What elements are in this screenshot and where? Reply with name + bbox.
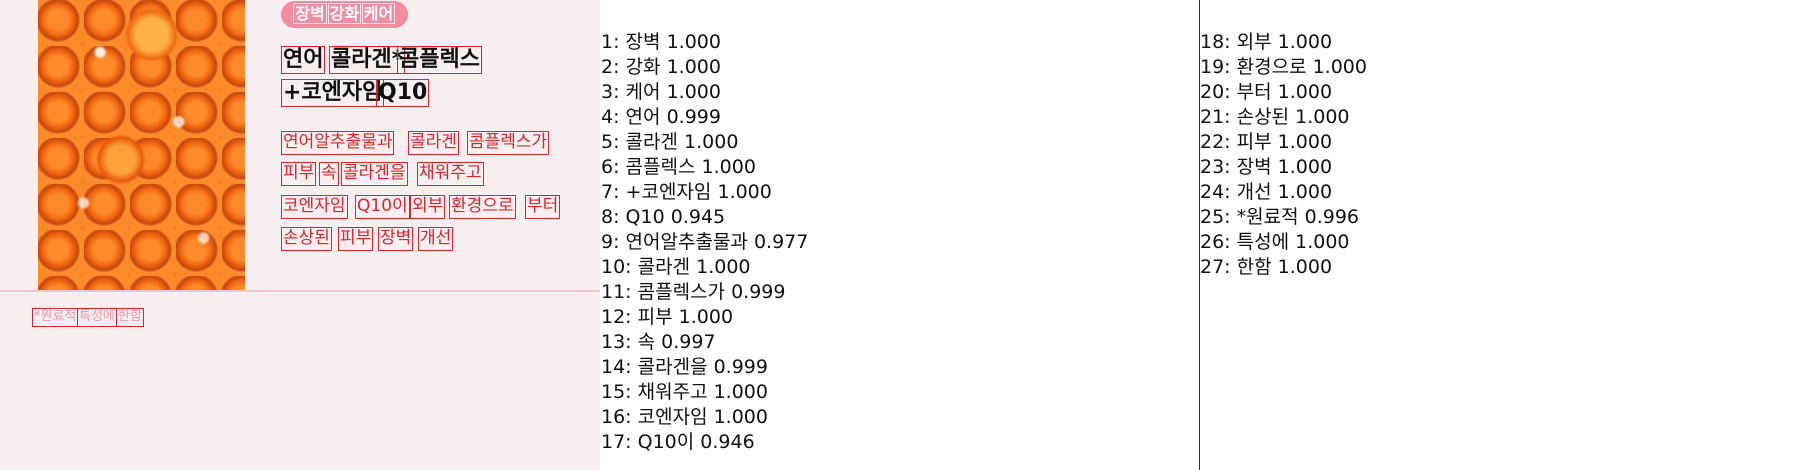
description-word: 장벽 [378,227,414,251]
ocr-result-row: 3: 케어 1.000 [601,81,721,103]
ocr-result-row: 14: 콜라겐을 0.999 [601,356,768,378]
description-word: 콤플렉스가 [467,131,550,155]
ocr-result-row: 24: 개선 1.000 [1200,181,1333,203]
column-separator [1199,0,1200,470]
ocr-result-row: 25: *원료적 0.996 [1200,206,1360,228]
ocr-result-row: 17: Q10이 0.946 [601,431,755,453]
ocr-result-row: 15: 채워주고 1.000 [601,381,768,403]
footnote-word: 특성에 [77,308,117,327]
ocr-result-row: 22: 피부 1.000 [1200,131,1333,153]
description-word: 콜라겐을 [341,162,408,186]
ocr-result-row: 6: 콤플렉스 1.000 [601,156,756,178]
ocr-result-row: 11: 콤플렉스가 0.999 [601,281,786,303]
title-word: 콜라겐* [329,46,406,74]
ocr-result-row: 16: 코엔자임 1.000 [601,406,768,428]
description-word: 채워주고 [417,162,484,186]
title-word: +코엔자임 [281,79,385,107]
ocr-result-row: 18: 외부 1.000 [1200,31,1333,53]
ocr-result-row: 23: 장벽 1.000 [1200,156,1333,178]
ocr-results-column-1: 1: 장벽 1.000 2: 강화 1.000 3: 케어 1.000 4: 연… [601,30,808,455]
ocr-result-row: 5: 콜라겐 1.000 [601,131,739,153]
description-word: 환경으로 [449,195,516,219]
description-word: 개선 [418,227,454,251]
description-word: 피부 [338,227,374,251]
ocr-result-row: 2: 강화 1.000 [601,56,721,78]
product-panel: 장벽 강화 케어 연어 콜라겐* 콤플렉스 +코엔자임 Q10 연어알추출물과 … [0,0,600,470]
description-word: Q10이 [355,195,410,219]
title-word: 콤플렉스 [397,46,482,74]
ocr-result-row: 9: 연어알추출물과 0.977 [601,231,809,253]
ocr-result-row: 21: 손상된 1.000 [1200,106,1350,128]
footnote-word: *원료적 [32,308,79,327]
salmon-roe-image [38,0,245,290]
ocr-result-row: 8: Q10 0.945 [601,206,726,228]
section-divider [0,290,600,292]
ocr-result-row: 7: +코엔자임 1.000 [601,181,772,203]
description-word: 코엔자임 [281,195,348,219]
title-word: 연어 [281,46,326,74]
ocr-result-row: 1: 장벽 1.000 [601,31,721,53]
ocr-result-row: 13: 속 0.997 [601,331,716,353]
description-word: 손상된 [281,227,332,251]
description-word: 부터 [525,195,561,219]
footnote-word: 한함 [116,308,144,327]
ocr-result-row: 27: 한함 1.000 [1200,256,1333,278]
tag-word: 장벽 [293,3,327,24]
ocr-result-row: 4: 연어 0.999 [601,106,721,128]
ocr-result-row: 26: 특성에 1.000 [1200,231,1350,253]
ocr-result-row: 20: 부터 1.000 [1200,81,1333,103]
description-word: 콜라겐 [408,131,459,155]
description-word: 피부 [281,162,317,186]
ocr-result-row: 19: 환경으로 1.000 [1200,56,1367,78]
description-word: 연어알추출물과 [281,131,395,155]
description-word: 외부 [410,195,446,219]
title-word: Q10 [376,79,430,107]
ocr-result-row: 12: 피부 1.000 [601,306,734,328]
ocr-results-column-2: 18: 외부 1.000 19: 환경으로 1.000 20: 부터 1.000… [1200,30,1367,280]
tag-word: 케어 [362,3,395,24]
tag-word: 강화 [328,3,361,24]
description-word: 속 [319,162,339,186]
ocr-result-row: 10: 콜라겐 1.000 [601,256,751,278]
